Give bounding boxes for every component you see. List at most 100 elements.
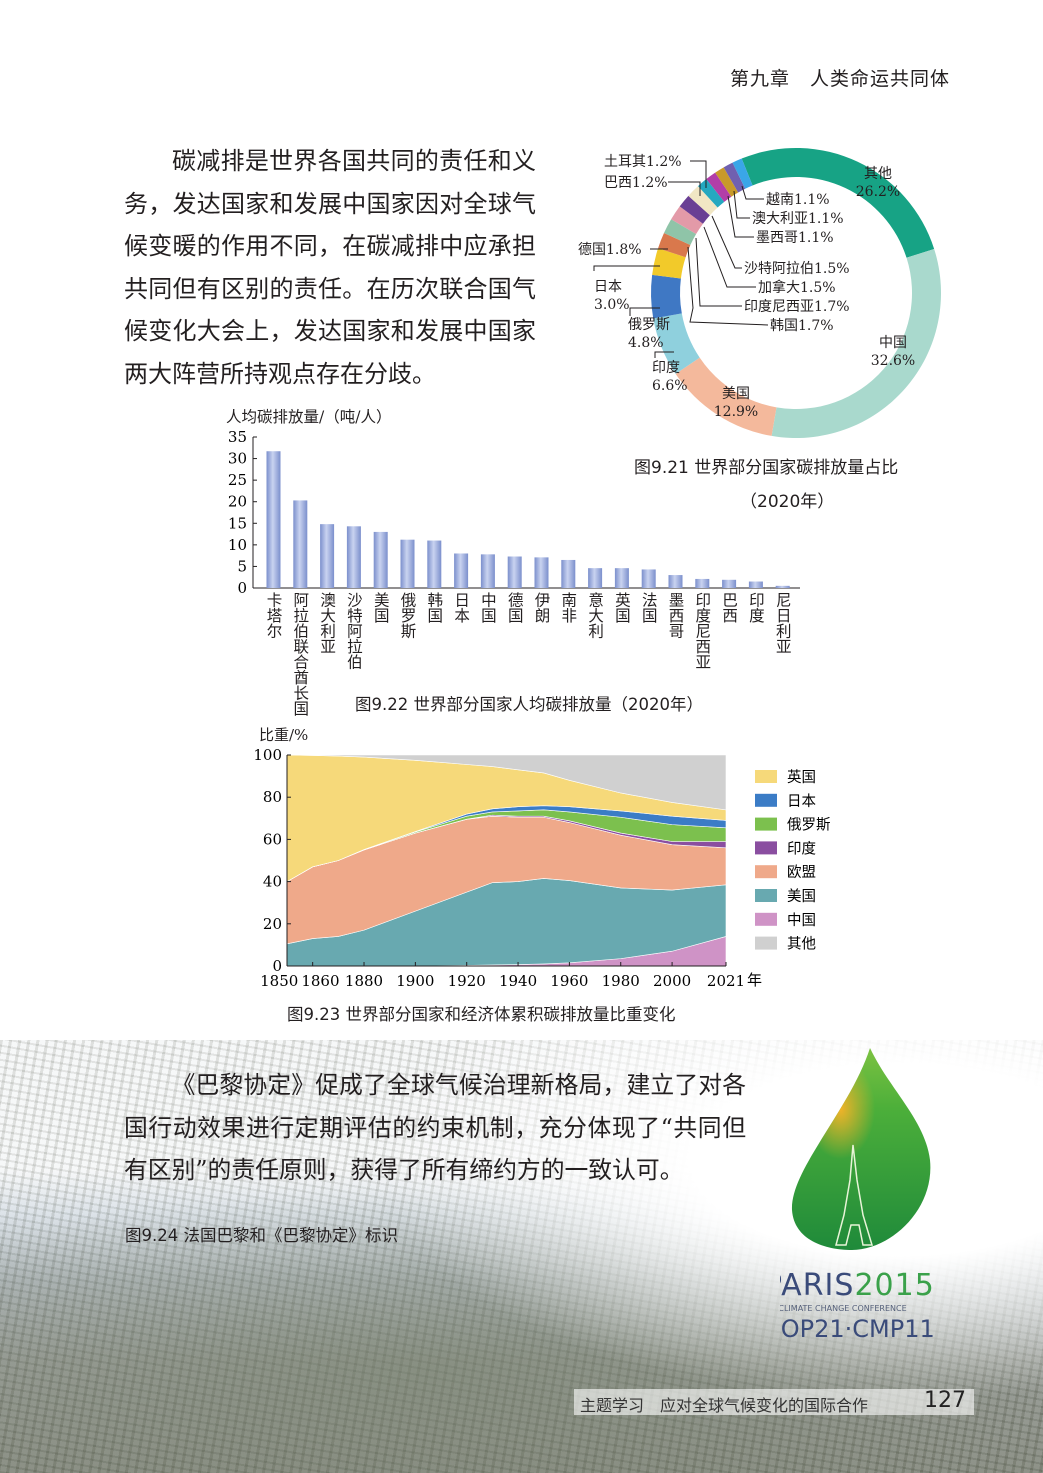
bar-category-label: 日本 bbox=[452, 592, 471, 623]
donut-label-10: 沙特阿拉伯1.5% bbox=[744, 261, 850, 277]
chapter-header: 第九章 人类命运共同体 bbox=[730, 68, 951, 90]
legend-label-0: 英国 bbox=[787, 768, 816, 786]
donut-label-11: 巴西1.2% bbox=[604, 175, 668, 191]
donut-label-value: 1.5% bbox=[800, 280, 836, 296]
bar-y-tick-label: 5 bbox=[237, 557, 247, 575]
logo-cop21: COP21·CMP11 bbox=[780, 1315, 935, 1340]
donut-slice-15 bbox=[732, 158, 753, 189]
bar-17 bbox=[722, 579, 737, 588]
donut-slice-14 bbox=[723, 162, 746, 193]
legend-label-6: 中国 bbox=[787, 912, 816, 929]
donut-slice-1 bbox=[771, 248, 942, 438]
area-x-tick-label: 1860 bbox=[301, 972, 339, 990]
leader-line-12 bbox=[690, 160, 707, 188]
donut-label-0: 其他 bbox=[864, 166, 892, 182]
bar-category-label: 阿拉伯联合酋长国 bbox=[291, 592, 310, 716]
donut-value-1: 32.6% bbox=[871, 353, 915, 369]
donut-label-value: 1.8% bbox=[606, 242, 642, 258]
legend-swatch-4 bbox=[755, 865, 777, 879]
donut-slice-6 bbox=[658, 233, 691, 258]
donut-value-2: 12.9% bbox=[714, 404, 758, 420]
leader-line-13 bbox=[727, 195, 754, 238]
donut-label-12: 土耳其1.2% bbox=[604, 154, 682, 170]
bar-14 bbox=[641, 569, 656, 588]
legend-label-5: 美国 bbox=[787, 888, 816, 905]
area-x-tick-label: 1880 bbox=[345, 972, 383, 990]
donut-label-name: 澳大利亚 bbox=[752, 211, 808, 227]
donut-label-value: 1.1% bbox=[798, 230, 834, 246]
leader-line-14 bbox=[733, 190, 750, 219]
paris-2015-logo: PARIS2015 UN CLIMATE CHANGE CONFERENCE C… bbox=[780, 1048, 935, 1340]
donut-label-7: 韩国1.7% bbox=[770, 318, 834, 334]
bar-7 bbox=[454, 553, 469, 588]
figure-922-caption: 图9.22 世界部分国家人均碳排放量（2020年） bbox=[355, 695, 703, 714]
donut-label-name: 越南 bbox=[766, 192, 794, 208]
legend-label-2: 俄罗斯 bbox=[787, 817, 831, 834]
bar-category-label: 卡塔尔 bbox=[264, 592, 283, 639]
donut-label-value: 1.5% bbox=[814, 261, 850, 277]
area-x-tick-label: 1960 bbox=[550, 972, 588, 990]
bar-category-label: 巴西 bbox=[720, 592, 739, 623]
legend-swatch-6 bbox=[755, 912, 777, 926]
donut-label-5: 日本 bbox=[594, 279, 622, 295]
donut-label-9: 加拿大1.5% bbox=[758, 279, 836, 296]
bar-0 bbox=[266, 451, 281, 588]
bar-10 bbox=[534, 557, 549, 588]
leader-line-7 bbox=[687, 246, 769, 326]
donut-label-15: 越南1.1% bbox=[766, 192, 830, 208]
bar-y-axis-label: 人均碳排放量/（吨/人） bbox=[226, 408, 392, 426]
donut-slice-5 bbox=[652, 248, 686, 279]
donut-label-name: 韩国 bbox=[770, 318, 798, 334]
bar-category-label: 美国 bbox=[371, 592, 390, 623]
area-series-7 bbox=[286, 754, 727, 811]
bar-4 bbox=[373, 531, 388, 588]
donut-label-name: 加拿大 bbox=[758, 279, 800, 296]
donut-label-8: 印度尼西亚1.7% bbox=[744, 299, 850, 315]
bar-13 bbox=[614, 568, 629, 588]
bar-category-label: 墨西哥 bbox=[666, 592, 685, 639]
donut-label-name: 印度尼西亚 bbox=[744, 299, 814, 315]
legend-swatch-2 bbox=[755, 817, 777, 831]
leader-line-5 bbox=[593, 265, 660, 271]
bar-19 bbox=[775, 585, 790, 588]
leader-line-9 bbox=[703, 226, 756, 288]
leader-line-8 bbox=[695, 237, 742, 307]
bar-category-label: 韩国 bbox=[425, 592, 444, 623]
donut-slice-10 bbox=[688, 186, 718, 216]
area-x-tick-label: 1920 bbox=[448, 972, 486, 990]
bar-chart: 0 5 10 15 20 25 30 35 bbox=[228, 428, 800, 597]
bar-15 bbox=[668, 575, 683, 588]
figure-924-caption: 图9.24 法国巴黎和《巴黎协定》标识 bbox=[125, 1226, 398, 1245]
leaf-icon bbox=[791, 1048, 931, 1250]
donut-label-name: 沙特阿拉伯 bbox=[744, 261, 814, 277]
bar-6 bbox=[427, 540, 442, 588]
donut-label-4: 俄罗斯 bbox=[628, 317, 670, 333]
donut-label-2: 美国 bbox=[722, 386, 750, 402]
leader-line-11 bbox=[668, 181, 701, 196]
donut-label-3: 印度 bbox=[652, 360, 680, 376]
bar-category-label: 英国 bbox=[612, 592, 631, 623]
legend-label-4: 欧盟 bbox=[787, 864, 816, 881]
donut-label-value: 1.1% bbox=[808, 211, 844, 227]
page-footer: 主题学习 应对全球气候变化的国际合作 127 bbox=[574, 1388, 974, 1415]
leader-line-3 bbox=[654, 351, 674, 358]
bar-y-tick-label: 15 bbox=[228, 514, 247, 532]
bar-3 bbox=[346, 526, 361, 588]
eiffel-tower-icon bbox=[835, 1144, 874, 1246]
figure-921-caption: 图9.21 世界部分国家碳排放量占比 bbox=[634, 458, 899, 478]
donut-slice-7 bbox=[663, 219, 697, 246]
bar-12 bbox=[588, 568, 603, 588]
leader-line-10 bbox=[711, 215, 742, 269]
bar-category-label: 法国 bbox=[639, 592, 658, 623]
donut-label-value: 1.7% bbox=[798, 318, 834, 334]
area-y-tick-label: 20 bbox=[263, 915, 282, 933]
donut-slice-13 bbox=[715, 167, 739, 197]
legend-label-3: 印度 bbox=[787, 840, 816, 857]
area-y-tick-label: 0 bbox=[272, 957, 282, 975]
area-y-tick-label: 60 bbox=[263, 830, 282, 848]
bar-y-tick-label: 20 bbox=[228, 493, 247, 511]
legend-swatch-7 bbox=[755, 936, 777, 950]
bar-y-tick-label: 10 bbox=[228, 536, 247, 554]
donut-label-13: 墨西哥1.1% bbox=[756, 230, 834, 246]
donut-label-value: 1.7% bbox=[814, 299, 850, 315]
